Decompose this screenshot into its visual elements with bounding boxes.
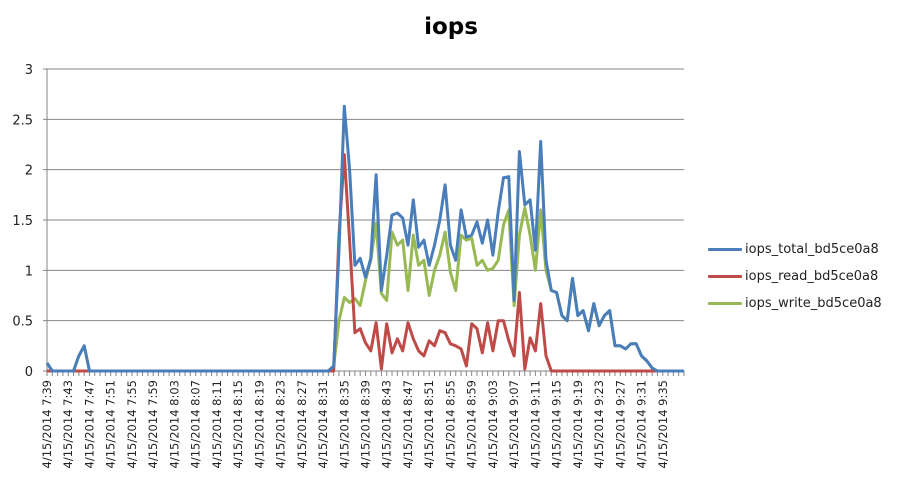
legend-swatch-total	[708, 248, 742, 251]
legend-label-read: iops_read_bd5ce0a8	[745, 269, 879, 284]
x-tick-label: 4/15/2014 8:59	[465, 380, 479, 468]
x-tick-label: 4/15/2014 8:47	[401, 380, 415, 468]
data-series	[45, 104, 684, 373]
y-tick-label: 0	[25, 365, 33, 380]
x-tick-label: 4/15/2014 8:43	[380, 380, 394, 468]
x-tick-label: 4/15/2014 9:23	[592, 380, 606, 468]
y-tick-label: 2.5	[12, 113, 33, 128]
x-tick-label: 4/15/2014 9:19	[571, 380, 585, 468]
legend-item-total: iops_total_bd5ce0a8	[708, 236, 882, 263]
x-tick-label: 4/15/2014 8:19	[252, 380, 266, 468]
x-tick-label: 4/15/2014 8:23	[274, 380, 288, 468]
y-tick-label: 3	[25, 63, 33, 78]
legend-swatch-write	[708, 302, 742, 305]
chart-title: iops	[424, 14, 478, 40]
x-axis: 4/15/2014 7:39 4/15/2014 7:43 4/15/2014 7:…	[40, 371, 685, 468]
x-tick-label: 4/15/2014 9:15	[550, 380, 564, 468]
y-axis: 0 0.5 1 1.5 2 2.5 3	[12, 63, 48, 380]
x-tick-label: 4/15/2014 7:39	[40, 380, 54, 468]
x-tick-label: 4/15/2014 8:15	[231, 380, 245, 468]
y-tick-label: 1	[25, 264, 33, 279]
x-tick-label: 4/15/2014 8:07	[189, 380, 203, 468]
x-tick-label: 4/15/2014 7:43	[61, 380, 75, 468]
x-tick-label: 4/15/2014 8:51	[422, 380, 436, 468]
x-tick-label: 4/15/2014 8:31	[316, 380, 330, 468]
x-tick-label: 4/15/2014 7:59	[146, 380, 160, 468]
legend-label-total: iops_total_bd5ce0a8	[745, 242, 879, 257]
x-tick-label: 4/15/2014 8:35	[337, 380, 351, 468]
x-tick-label: 4/15/2014 8:39	[359, 380, 373, 468]
x-tick-label: 4/15/2014 8:55	[443, 380, 457, 468]
legend-swatch-read	[708, 275, 742, 278]
x-tick-label: 4/15/2014 9:03	[486, 380, 500, 468]
x-tick-label: 4/15/2014 8:03	[167, 380, 181, 468]
x-tick-label: 4/15/2014 9:27	[613, 380, 627, 468]
x-tick-label: 4/15/2014 9:31	[635, 380, 649, 468]
x-tick-label: 4/15/2014 8:27	[295, 380, 309, 468]
x-tick-label: 4/15/2014 7:47	[82, 380, 96, 468]
x-tick-label: 4/15/2014 7:55	[125, 380, 139, 468]
x-tick-label: 4/15/2014 9:11	[528, 380, 542, 468]
legend-item-read: iops_read_bd5ce0a8	[708, 263, 882, 290]
x-tick-label: 4/15/2014 9:07	[507, 380, 521, 468]
legend: iops_total_bd5ce0a8 iops_read_bd5ce0a8 i…	[708, 236, 882, 317]
y-tick-label: 1.5	[12, 214, 33, 229]
x-tick-label: 4/15/2014 8:11	[210, 380, 224, 468]
x-tick-label: 4/15/2014 9:35	[656, 380, 670, 468]
y-tick-label: 0.5	[12, 315, 33, 330]
series-line	[45, 206, 684, 373]
y-tick-label: 2	[25, 164, 33, 179]
series-line	[47, 153, 684, 373]
legend-label-write: iops_write_bd5ce0a8	[745, 296, 882, 311]
legend-item-write: iops_write_bd5ce0a8	[708, 290, 882, 317]
series-line	[45, 104, 684, 373]
x-tick-label: 4/15/2014 7:51	[104, 380, 118, 468]
